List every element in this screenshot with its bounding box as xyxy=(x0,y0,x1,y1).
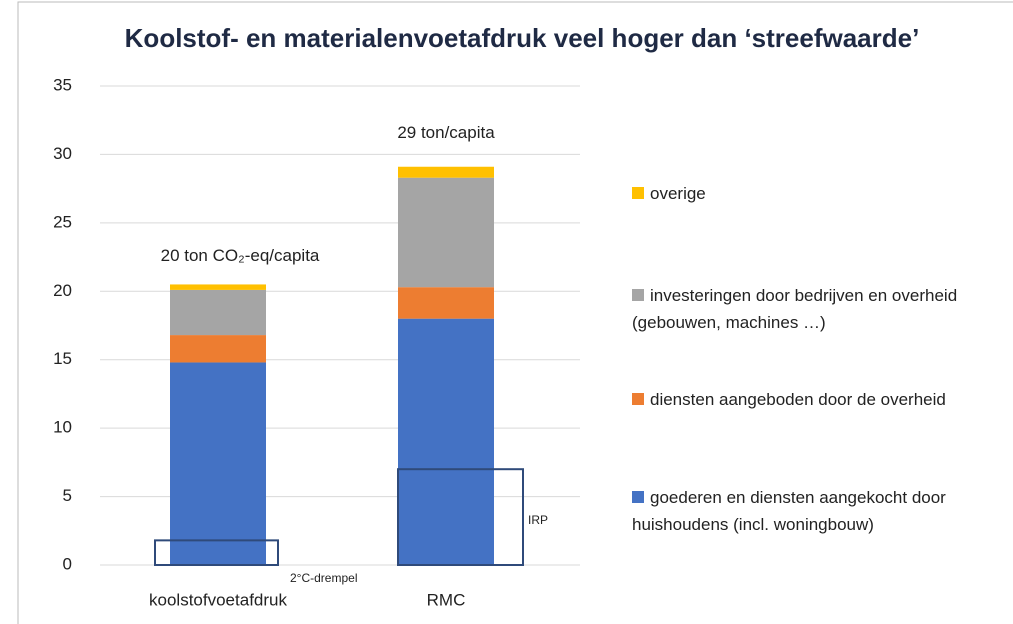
bar-segment xyxy=(398,287,494,319)
legend-label: diensten aangeboden door de overheid xyxy=(650,390,946,409)
bar-segment xyxy=(398,318,494,565)
bar-segment xyxy=(398,166,494,178)
legend-entry: overige xyxy=(632,180,1012,207)
threshold-box xyxy=(397,468,524,567)
legend-swatch xyxy=(632,491,644,503)
y-tick-label: 20 xyxy=(53,281,72,300)
bar-segment xyxy=(398,177,494,288)
y-tick-label: 15 xyxy=(53,349,72,368)
threshold-box xyxy=(154,539,279,567)
legend-label: investeringen door bedrijven en overheid… xyxy=(632,286,958,332)
legend-swatch xyxy=(632,393,644,405)
total-label: 20 ton CO₂-eq/capita xyxy=(161,246,320,265)
chart-title: Koolstof- en materialenvoetafdruk veel h… xyxy=(125,23,920,53)
y-tick-label: 0 xyxy=(63,554,72,573)
bar-segment xyxy=(170,289,266,336)
y-tick-label: 25 xyxy=(53,212,72,231)
legend-entry: goederen en diensten aangekocht door hui… xyxy=(632,484,1012,538)
frame xyxy=(17,1,1013,624)
y-tick-label: 10 xyxy=(53,418,72,437)
bar-segment xyxy=(170,335,266,363)
legend-entry: investeringen door bedrijven en overheid… xyxy=(632,282,1012,336)
total-label: 29 ton/capita xyxy=(397,123,495,142)
x-tick-label: RMC xyxy=(427,590,466,609)
threshold-label: 2°C-drempel xyxy=(290,571,358,585)
legend-label: goederen en diensten aangekocht door hui… xyxy=(632,488,946,534)
bar-segment xyxy=(170,362,266,565)
x-tick-label: koolstofvoetafdruk xyxy=(149,590,287,609)
legend-label: overige xyxy=(650,184,706,203)
legend-swatch xyxy=(632,187,644,199)
threshold-label: IRP xyxy=(528,513,548,527)
legend-entry: diensten aangeboden door de overheid xyxy=(632,386,1012,413)
legend-swatch xyxy=(632,289,644,301)
bar-segment xyxy=(170,284,266,290)
y-tick-label: 35 xyxy=(53,75,72,94)
y-tick-label: 30 xyxy=(53,144,72,163)
y-tick-label: 5 xyxy=(63,486,72,505)
